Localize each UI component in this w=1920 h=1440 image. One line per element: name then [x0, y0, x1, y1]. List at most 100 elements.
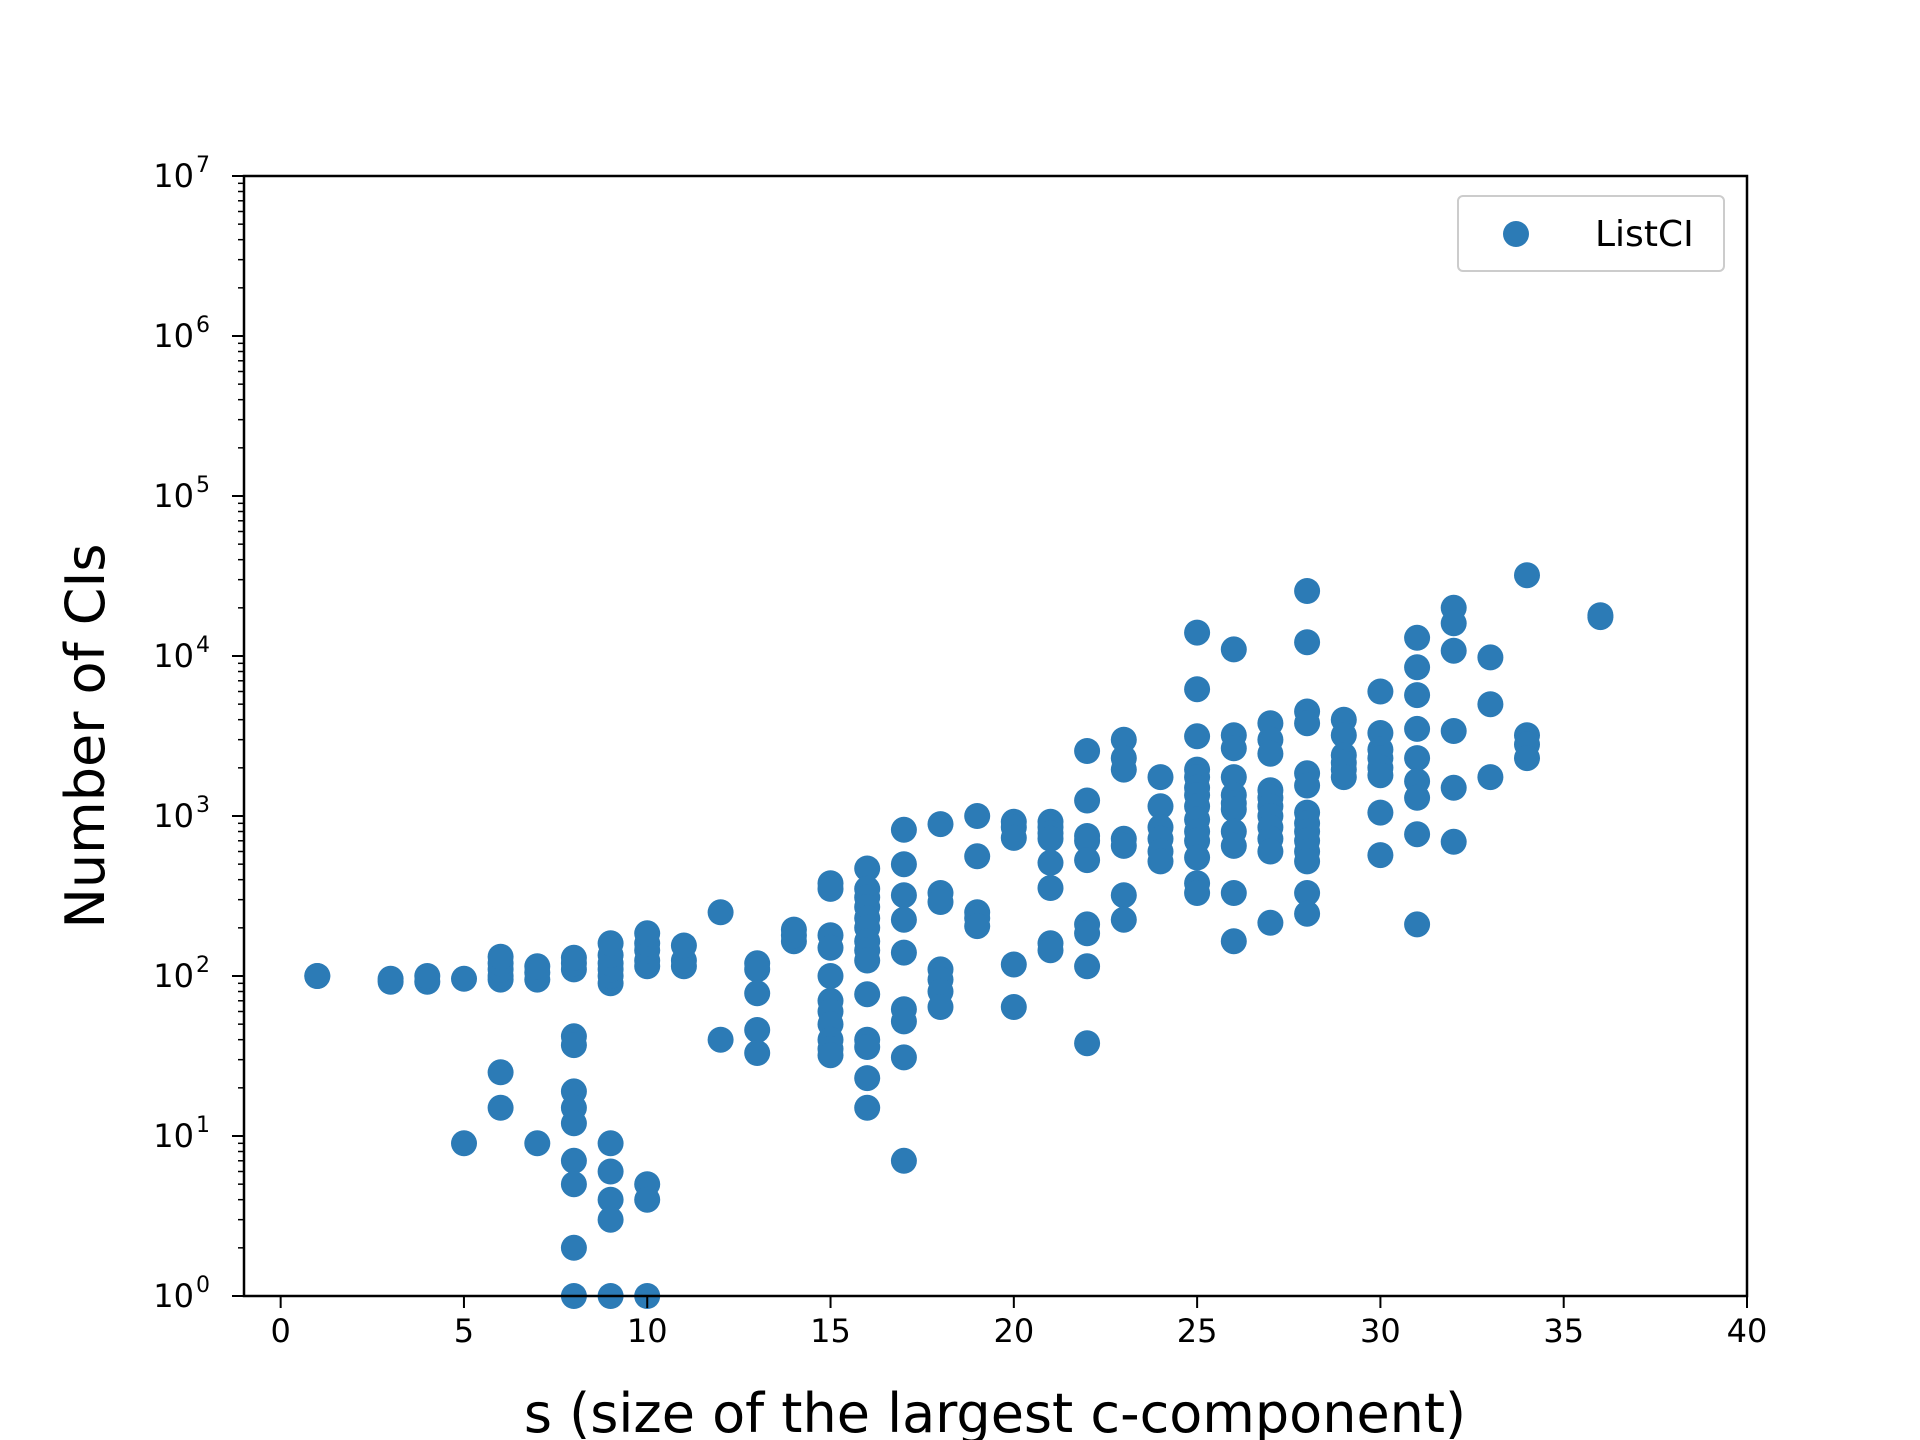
y-tick-label: 10	[153, 797, 194, 835]
data-point	[1220, 880, 1247, 906]
data-point	[964, 803, 991, 829]
data-point	[487, 943, 514, 970]
data-point	[1367, 678, 1394, 705]
data-point	[451, 965, 477, 992]
y-tick-label: 10	[153, 157, 194, 195]
data-point	[817, 875, 844, 902]
data-point	[1514, 562, 1540, 589]
data-point	[854, 981, 881, 1008]
data-point	[451, 1130, 477, 1157]
data-point	[1330, 722, 1357, 749]
data-point	[1440, 718, 1467, 744]
data-point	[634, 1186, 661, 1213]
data-point	[744, 1040, 771, 1066]
data-point	[1184, 676, 1211, 703]
data-point	[927, 889, 954, 915]
x-tick-label: 25	[1177, 1312, 1218, 1350]
data-point	[377, 965, 404, 992]
data-point	[1294, 710, 1321, 737]
data-point	[560, 1032, 587, 1059]
data-point	[890, 1044, 917, 1071]
data-point	[1074, 847, 1101, 874]
data-point	[1110, 726, 1137, 753]
data-point	[1184, 844, 1211, 871]
x-tick-label: 40	[1727, 1312, 1768, 1350]
data-point	[1404, 654, 1431, 681]
data-point	[1000, 994, 1027, 1020]
legend-box	[1457, 195, 1725, 272]
x-tick-label: 15	[810, 1312, 851, 1350]
data-point	[854, 1094, 881, 1121]
y-axis-title: Number of CIs	[54, 543, 117, 928]
data-point	[1587, 604, 1614, 631]
x-tick-label: 0	[270, 1312, 290, 1350]
data-point	[890, 1147, 917, 1174]
data-point	[817, 963, 844, 989]
data-point	[854, 1065, 881, 1092]
data-point	[524, 1130, 551, 1157]
data-point	[1257, 740, 1284, 767]
data-point	[597, 1206, 624, 1233]
y-tick-exponent: 7	[196, 153, 210, 178]
data-point	[964, 843, 991, 870]
data-point	[890, 882, 917, 909]
data-point	[744, 1017, 771, 1043]
data-point	[890, 851, 917, 878]
data-point	[1000, 824, 1027, 851]
y-tick-label: 10	[153, 477, 194, 515]
data-point	[634, 920, 661, 947]
data-point	[1220, 796, 1247, 823]
data-point	[560, 1110, 587, 1137]
legend: ListCI	[1457, 195, 1725, 272]
data-point	[670, 932, 697, 959]
data-point	[1294, 629, 1321, 656]
data-point	[560, 944, 587, 971]
data-point	[1440, 774, 1467, 801]
data-point	[1074, 1030, 1101, 1057]
x-axis-title: s (size of the largest c-component)	[524, 1382, 1466, 1440]
data-point	[1477, 691, 1504, 718]
data-point	[1440, 828, 1467, 855]
data-point	[817, 1042, 844, 1069]
data-point	[487, 1094, 514, 1121]
data-point	[597, 1186, 624, 1213]
data-point	[1294, 880, 1321, 906]
data-point	[1000, 951, 1027, 978]
data-point	[1037, 825, 1064, 852]
data-point	[890, 816, 917, 843]
y-tick-label: 10	[153, 1277, 194, 1315]
data-point	[1404, 715, 1431, 742]
data-point	[1184, 723, 1211, 750]
data-point	[817, 934, 844, 961]
data-point	[1110, 756, 1137, 783]
data-point	[524, 953, 551, 980]
x-tick-label: 10	[627, 1312, 668, 1350]
y-tick-exponent: 4	[196, 633, 210, 658]
data-point	[414, 963, 441, 989]
data-point	[1404, 745, 1431, 772]
data-point	[1220, 832, 1247, 859]
x-tick-label: 20	[993, 1312, 1034, 1350]
data-point	[1147, 764, 1174, 791]
data-point	[1074, 738, 1101, 764]
data-point	[1074, 920, 1101, 947]
data-point	[1367, 799, 1394, 826]
data-point	[1147, 793, 1174, 820]
data-point	[304, 963, 331, 989]
y-tick-label: 10	[153, 317, 194, 355]
data-point	[1404, 784, 1431, 811]
data-point	[1257, 909, 1284, 936]
y-tick-exponent: 0	[196, 1273, 210, 1298]
y-tick-exponent: 3	[196, 793, 210, 818]
x-axis-ticks: 0 5 10 15 20 25 30 35 40	[270, 1296, 1767, 1350]
data-point	[1294, 772, 1321, 799]
data-point	[1220, 636, 1247, 663]
data-point	[744, 956, 771, 983]
data-point	[1440, 637, 1467, 664]
data-point	[854, 947, 881, 974]
data-point	[927, 811, 954, 838]
data-point	[1184, 619, 1211, 646]
data-point	[1294, 578, 1321, 604]
x-tick-label: 35	[1543, 1312, 1584, 1350]
